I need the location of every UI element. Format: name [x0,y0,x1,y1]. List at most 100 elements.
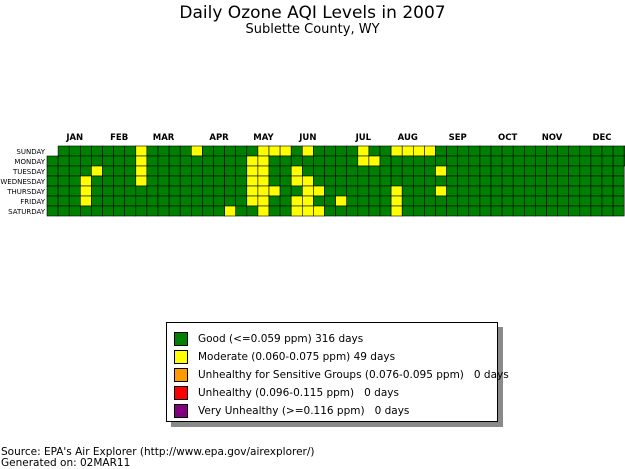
day-cell-2007-03-10 [146,205,159,217]
month-label-jun: JUN [298,133,316,143]
day-cell-2007-09-27 [468,185,481,197]
day-cell-2007-08-01 [379,175,392,187]
legend-item-unhealthy: Unhealthy (0.096-0.115 ppm) 0 days [174,385,399,401]
day-cell-2007-07-28 [368,205,381,217]
day-cell-2007-12-25 [612,165,625,177]
day-cell-2007-04-28 [224,205,237,217]
day-cell-2007-12-18 [601,165,614,177]
footer-generated: Generated on: 02MAR11 [1,457,131,469]
day-cell-2007-02-12 [113,155,125,167]
day-cell-2007-03-29 [179,185,192,197]
day-cell-2007-01-20 [68,205,81,217]
day-cell-2007-03-05 [146,155,159,167]
day-cell-2007-10-31 [523,175,536,187]
day-cell-2007-08-15 [401,175,414,187]
day-cell-2007-07-31 [379,165,392,177]
day-cell-2007-09-14 [446,195,459,207]
month-label-oct: OCT [498,133,517,143]
day-cell-2007-01-24 [80,175,92,187]
day-cell-2007-08-23 [412,185,425,197]
month-label-aug: AUG [398,133,418,143]
day-cell-2007-04-12 [202,185,214,197]
day-cell-2007-08-11 [390,205,403,217]
day-cell-2007-01-01 [46,155,59,167]
day-cell-2007-06-13 [301,175,314,187]
day-cell-2007-11-30 [568,195,581,207]
legend-days-usg: 0 days [473,369,509,381]
day-cell-2007-08-26 [424,145,436,157]
day-cell-2007-07-27 [368,195,381,207]
day-cell-2007-04-15 [213,145,225,157]
day-cell-2007-11-03 [523,205,536,217]
day-cell-2007-09-12 [446,175,459,187]
day-cell-2007-11-26 [568,155,581,167]
day-cell-2007-05-16 [257,175,270,187]
day-cell-2007-03-14 [157,175,170,187]
day-cell-2007-10-13 [490,205,503,217]
day-cell-2007-01-17 [68,175,81,187]
day-cell-2007-07-08 [346,145,359,157]
day-cell-2007-03-03 [135,205,148,217]
day-cell-2007-06-25 [324,155,336,167]
day-cell-2007-04-10 [202,165,214,177]
day-cell-2007-02-01 [91,185,103,197]
day-cell-2007-02-18 [124,145,137,157]
day-cell-2007-04-27 [224,195,237,207]
day-cell-2007-05-28 [279,155,292,167]
weekday-label-saturday: SATURDAY [8,208,46,216]
day-cell-2007-07-19 [357,185,370,197]
day-cell-2007-08-27 [424,155,436,167]
day-cell-2007-06-27 [324,175,336,187]
day-cell-2007-03-18 [168,145,181,157]
weekday-label-wednesday: WEDNESDAY [0,178,45,186]
day-cell-2007-04-30 [235,155,248,167]
day-cell-2007-09-20 [457,185,470,197]
day-cell-2007-05-11 [246,195,259,207]
day-cell-2007-10-02 [479,165,492,177]
day-cell-2007-08-14 [401,165,414,177]
day-cell-2007-04-11 [202,175,214,187]
day-cell-2007-09-23 [468,145,481,157]
day-cell-2007-02-25 [135,145,148,157]
day-cell-2007-06-09 [290,205,303,217]
day-cell-2007-07-09 [346,155,359,167]
day-cell-2007-03-11 [157,145,170,157]
day-cell-2007-11-12 [546,155,558,167]
day-cell-2007-01-12 [57,195,70,207]
day-cell-2007-06-19 [313,165,325,177]
day-cell-2007-03-13 [157,165,170,177]
day-cell-2007-09-09 [446,145,459,157]
day-cell-2007-12-23 [612,145,625,157]
day-cell-2007-10-14 [501,145,514,157]
day-cell-2007-06-04 [290,155,303,167]
day-cell-2007-12-21 [601,195,614,207]
day-cell-2007-07-22 [368,145,381,157]
weekday-label-monday: MONDAY [14,158,45,166]
day-cell-2007-10-08 [490,155,503,167]
day-cell-2007-07-03 [335,165,348,177]
day-cell-2007-06-01 [279,195,292,207]
day-cell-2007-12-07 [579,195,592,207]
day-cell-2007-07-17 [357,165,370,177]
day-cell-2007-12-16 [601,145,614,157]
day-cell-2007-01-31 [91,175,103,187]
month-label-may: MAY [253,133,274,143]
day-cell-2007-07-01 [335,145,348,157]
day-cell-2007-09-21 [457,195,470,207]
weekday-label-friday: FRIDAY [20,198,45,206]
day-cell-2007-06-26 [324,165,336,177]
day-cell-2007-05-12 [246,205,259,217]
day-cell-2007-03-02 [135,195,148,207]
day-cell-2007-11-27 [568,165,581,177]
day-cell-2007-05-22 [268,165,281,177]
day-cell-2007-03-24 [168,205,181,217]
day-cell-2007-05-25 [268,195,281,207]
day-cell-2007-07-30 [379,155,392,167]
day-cell-2007-03-26 [179,155,192,167]
day-cell-2007-02-21 [124,175,137,187]
chart-subtitle: Sublette County, WY [245,22,380,37]
legend-swatch-usg [174,368,188,382]
day-cell-2007-02-02 [91,195,103,207]
day-cell-2007-04-08 [202,145,214,157]
day-cell-2007-02-13 [113,165,125,177]
